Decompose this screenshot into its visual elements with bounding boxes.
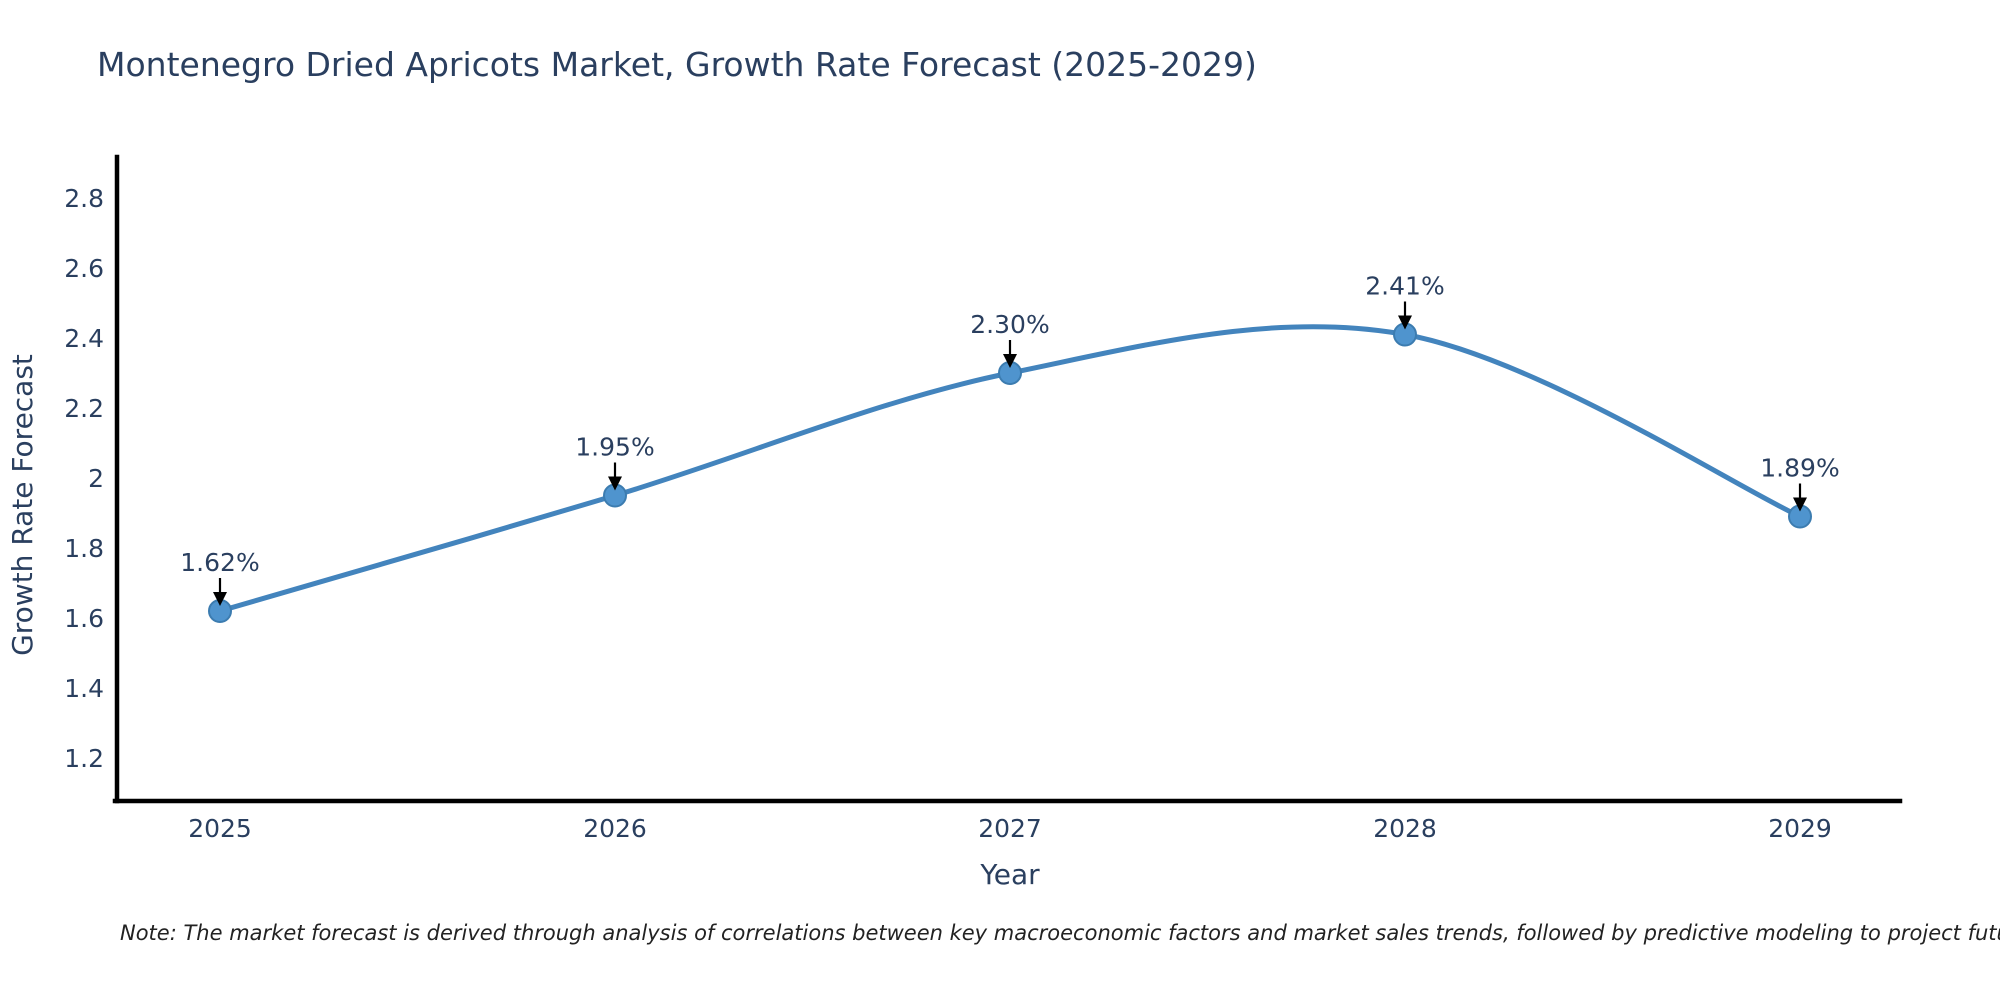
data-point-annotation: 1.62%	[180, 548, 260, 606]
x-tick-label: 2025	[188, 814, 252, 843]
y-axis-tick-labels: 1.2 1.4 1.6 1.8 2 2.2 2.4 2.6 2.8	[64, 184, 104, 773]
data-point-value-label: 1.89%	[1760, 454, 1839, 483]
y-tick-label: 1.6	[64, 604, 104, 633]
annotation-arrow-head-icon	[213, 592, 227, 606]
annotation-arrow-head-icon	[1398, 315, 1412, 330]
data-point-annotation: 1.95%	[575, 433, 655, 491]
footnote: Note: The market forecast is derived thr…	[120, 921, 2000, 945]
x-tick-label: 2026	[583, 814, 647, 843]
y-tick-label: 1.4	[64, 674, 104, 703]
y-tick-label: 2	[88, 464, 104, 493]
annotation-arrow-head-icon	[608, 476, 622, 491]
y-tick-label: 2.8	[64, 184, 104, 213]
x-axis-title: Year	[979, 858, 1040, 891]
x-tick-label: 2027	[978, 814, 1042, 843]
x-axis-tick-labels: 2025 2026 2027 2028 2029	[188, 814, 1832, 843]
annotation-arrow-head-icon	[1003, 354, 1017, 368]
data-point-annotation: 1.89%	[1760, 454, 1840, 512]
data-point-markers	[208, 322, 1812, 623]
y-tick-label: 1.8	[64, 534, 104, 563]
y-tick-label: 2.6	[64, 254, 104, 283]
data-point-annotation: 2.30%	[970, 310, 1050, 368]
y-tick-label: 2.4	[64, 324, 104, 353]
data-point-value-label: 1.62%	[180, 548, 259, 577]
chart-title: Montenegro Dried Apricots Market, Growth…	[97, 45, 1257, 84]
data-point-value-label: 2.30%	[970, 310, 1049, 339]
y-tick-label: 1.2	[64, 744, 104, 773]
data-point-annotations: 1.62% 1.95% 2.30% 2.41% 1.89%	[180, 272, 1840, 606]
y-tick-label: 2.2	[64, 394, 104, 423]
data-point-annotation: 2.41%	[1365, 272, 1445, 330]
data-point-value-label: 1.95%	[575, 433, 654, 462]
x-tick-label: 2028	[1373, 814, 1437, 843]
annotation-arrow-head-icon	[1793, 497, 1807, 512]
x-tick-label: 2029	[1768, 814, 1832, 843]
data-point-value-label: 2.41%	[1365, 272, 1444, 301]
y-axis-title: Growth Rate Forecast	[6, 354, 39, 656]
